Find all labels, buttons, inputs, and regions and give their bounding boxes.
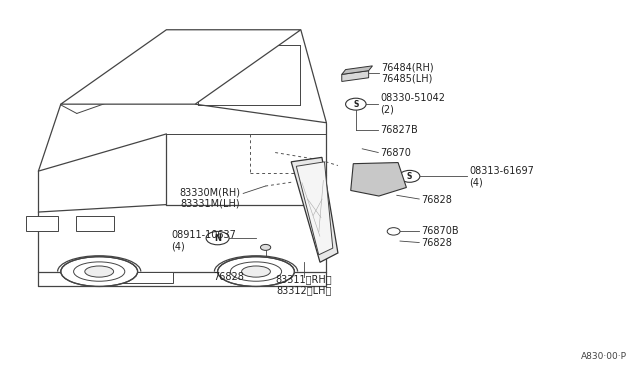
Text: 83330M(RH)
83331M(LH): 83330M(RH) 83331M(LH): [179, 187, 240, 209]
FancyBboxPatch shape: [26, 216, 58, 231]
Circle shape: [260, 244, 271, 250]
Polygon shape: [291, 157, 338, 262]
Text: 76827B: 76827B: [380, 125, 418, 135]
Ellipse shape: [242, 266, 270, 277]
Circle shape: [206, 231, 229, 245]
Text: A830·00·P: A830·00·P: [581, 352, 627, 361]
Ellipse shape: [85, 266, 114, 277]
Ellipse shape: [218, 257, 294, 286]
Circle shape: [360, 173, 370, 179]
Text: 08313-61697
(4): 08313-61697 (4): [469, 166, 534, 187]
Circle shape: [355, 165, 362, 170]
Polygon shape: [296, 162, 333, 255]
Text: N: N: [214, 234, 221, 243]
Circle shape: [387, 228, 400, 235]
Circle shape: [369, 186, 378, 192]
Text: S: S: [353, 100, 358, 109]
Polygon shape: [342, 66, 372, 74]
Circle shape: [378, 176, 388, 182]
Text: 83311（RH）
83312（LH）: 83311（RH） 83312（LH）: [276, 274, 332, 295]
Polygon shape: [351, 163, 406, 196]
Text: 76484(RH)
76485(LH): 76484(RH) 76485(LH): [381, 62, 433, 84]
Text: 76870: 76870: [380, 148, 411, 157]
Circle shape: [380, 165, 388, 170]
Circle shape: [346, 98, 366, 110]
FancyBboxPatch shape: [76, 216, 114, 231]
Polygon shape: [342, 71, 369, 81]
Text: 08911-10637
(4): 08911-10637 (4): [172, 230, 236, 252]
Text: 76828: 76828: [421, 238, 452, 248]
Polygon shape: [61, 30, 301, 104]
Text: 76828: 76828: [214, 272, 244, 282]
Ellipse shape: [61, 257, 138, 286]
Text: S: S: [407, 172, 412, 181]
Circle shape: [399, 170, 420, 182]
Text: 76828: 76828: [421, 195, 452, 205]
Bar: [115, 272, 173, 283]
Text: 76870B: 76870B: [421, 227, 459, 236]
Text: 08330-51042
(2): 08330-51042 (2): [380, 93, 445, 115]
